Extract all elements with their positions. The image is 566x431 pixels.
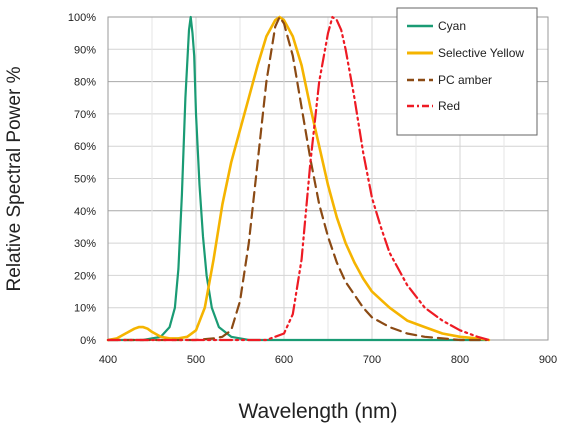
label-layer: Wavelength (nm) Relative Spectral Power … [4, 66, 398, 423]
y-tick-label: 90% [74, 44, 96, 56]
legend-label-cyan: Cyan [438, 19, 466, 33]
x-axis-title: Wavelength (nm) [238, 400, 397, 423]
y-tick-label: 50% [74, 174, 96, 186]
legend-label-selective-yellow: Selective Yellow [438, 46, 524, 60]
series-line-red [106, 15, 491, 342]
y-tick-label: 70% [74, 109, 96, 121]
y-tick-label: 60% [74, 141, 96, 153]
legend: Cyan Selective Yellow PC amber Red [396, 7, 538, 136]
x-tick-label: 700 [363, 354, 381, 366]
series-line-cyan [106, 15, 488, 342]
y-tick-label: 100% [68, 12, 96, 24]
legend-item-cyan: Cyan [407, 19, 466, 33]
y-axis-title: Relative Spectral Power % [4, 66, 25, 291]
y-tick-label: 40% [74, 206, 96, 218]
legend-box [396, 7, 538, 136]
y-tick-label: 0% [80, 335, 96, 347]
series-line-selective-yellow [106, 15, 491, 342]
series-line-pc-amber [106, 15, 488, 342]
legend-label-pc-amber: PC amber [438, 73, 492, 87]
legend-item-red: Red [407, 99, 460, 113]
axis-layer: 0% 10% 20% 30% 40% 50% 60% 70% 80% 90% 100% 400 500 6… [68, 12, 557, 366]
legend-item-selective-yellow: Selective Yellow [407, 46, 524, 60]
y-tick-label: 80% [74, 77, 96, 89]
series-layer [106, 15, 491, 342]
legend-label-red: Red [438, 99, 460, 113]
y-tick-label: 10% [74, 303, 96, 315]
legend-item-pc-amber: PC amber [407, 73, 492, 87]
x-tick-label: 600 [275, 354, 293, 366]
y-tick-label: 20% [74, 270, 96, 282]
x-tick-label: 500 [187, 354, 205, 366]
x-tick-label: 800 [451, 354, 469, 366]
y-tick-label: 30% [74, 238, 96, 250]
x-tick-label: 400 [99, 354, 117, 366]
x-tick-label: 900 [539, 354, 557, 366]
